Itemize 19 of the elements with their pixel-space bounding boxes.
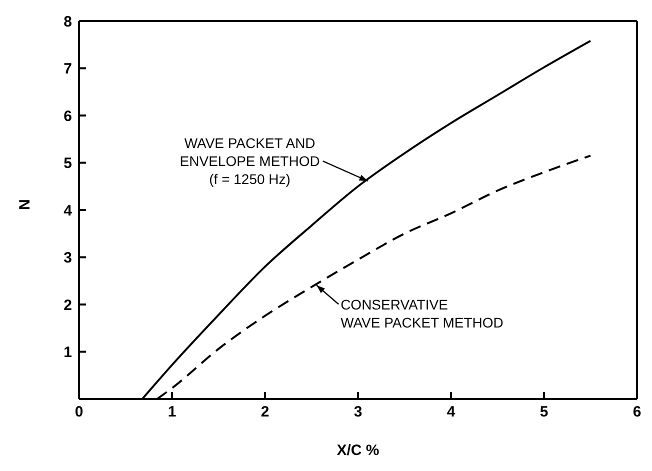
x-axis-title: X/C % <box>336 442 380 459</box>
annotation: CONSERVATIVE WAVE PACKET METHOD <box>340 296 504 330</box>
x-tick-label: 5 <box>540 404 548 421</box>
y-tick-label: 1 <box>64 344 72 362</box>
x-tick-label: 3 <box>354 404 362 421</box>
y-tick-label: 7 <box>64 60 72 78</box>
x-tick-label: 2 <box>260 404 270 421</box>
annotation: WAVE PACKET AND ENVELOPE METHOD (f = 1250 Hz) <box>180 135 320 188</box>
y-tick-label: 2 <box>64 296 72 314</box>
y-tick-label: 5 <box>64 155 72 172</box>
x-tick-label: 0 <box>74 404 84 421</box>
y-tick-label: 4 <box>64 202 73 220</box>
x-tick-label: 6 <box>632 404 642 421</box>
y-tick-label: 8 <box>64 13 72 30</box>
x-tick-label: 1 <box>168 404 176 421</box>
y-tick-label: 3 <box>64 250 72 267</box>
x-tick-label: 4 <box>446 404 456 421</box>
y-axis-title: N <box>16 199 34 210</box>
y-tick-label: 6 <box>64 108 72 125</box>
